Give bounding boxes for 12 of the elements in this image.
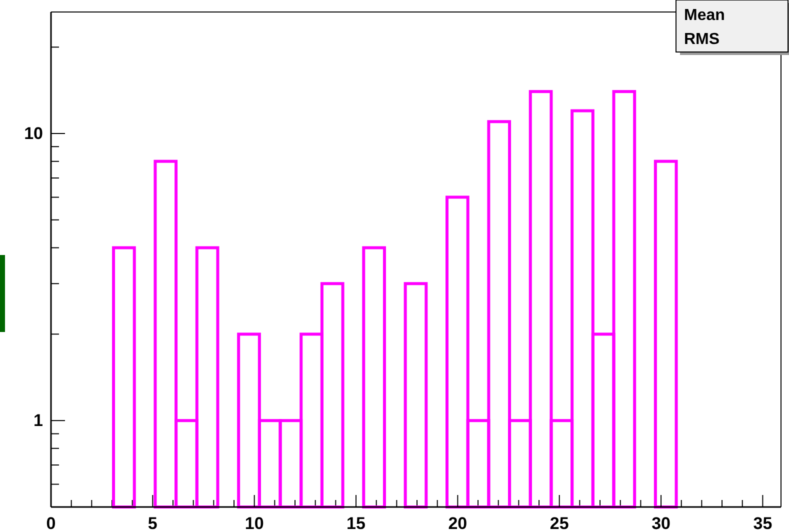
x-tick-label: 20 <box>448 514 468 532</box>
x-tick-label: 0 <box>46 514 56 532</box>
annotation: Mean <box>684 7 725 24</box>
x-tick-label: 10 <box>244 514 264 532</box>
annotation: RMS <box>684 31 720 48</box>
x-tick-label: 25 <box>550 514 569 532</box>
x-tick-label: 30 <box>652 514 670 532</box>
x-tick-label: 35 <box>753 514 772 532</box>
x-tick-label: 5 <box>148 514 158 532</box>
x-tick-label: 15 <box>346 514 366 532</box>
stats-box: Mean RMS <box>676 0 789 55</box>
y-tick-label: 1 <box>34 411 43 430</box>
